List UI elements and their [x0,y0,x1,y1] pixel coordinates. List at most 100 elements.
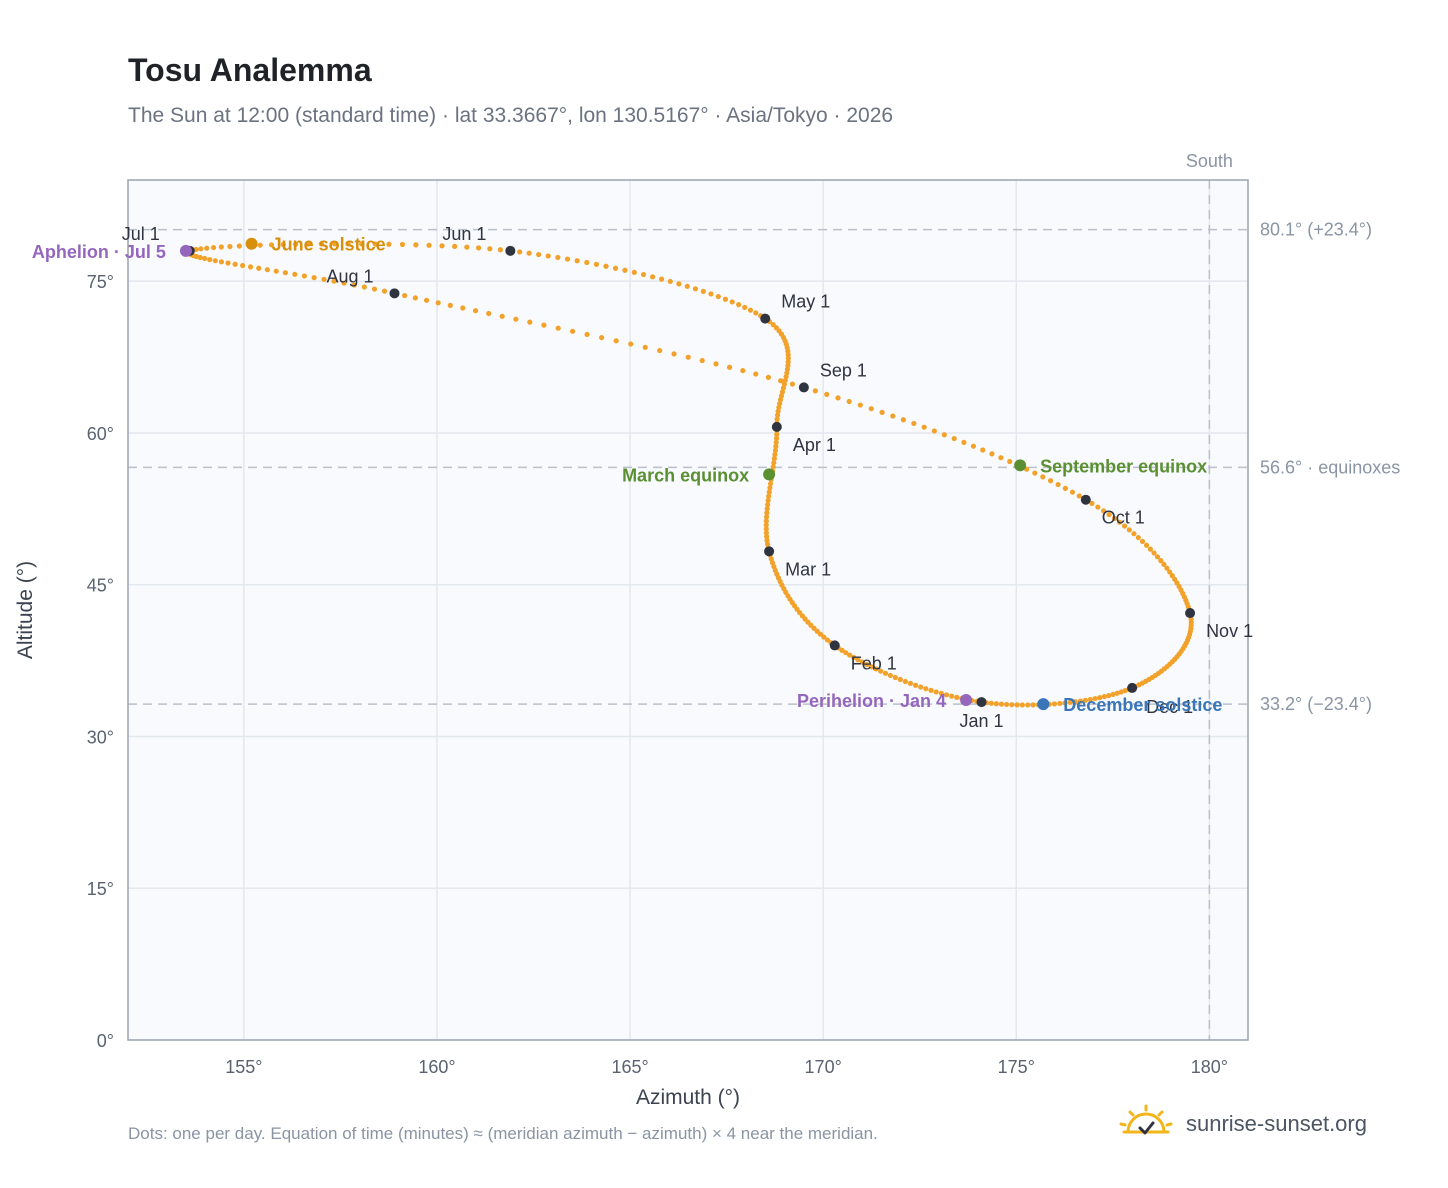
month-marker [829,640,840,651]
daily-dot [541,322,547,328]
event-label: June solstice [272,235,386,255]
daily-dot [684,283,690,289]
daily-dot [951,435,957,442]
daily-dot [361,284,367,290]
daily-dot [1077,698,1083,704]
daily-dot [839,647,845,653]
daily-dot [1087,696,1093,703]
month-marker [389,288,400,299]
daily-dot [402,292,408,299]
daily-dot [622,267,628,273]
daily-dot [386,241,392,247]
daily-dot [1051,701,1058,707]
daily-dot [1072,699,1078,705]
daily-dot [736,302,742,308]
daily-dot [699,357,705,364]
month-label: Feb 1 [851,653,897,673]
brand-name: sunrise-sunset.org [1186,1111,1367,1136]
month-marker [760,313,771,324]
event-label: December solstice [1063,695,1222,715]
daily-dot [941,432,947,438]
daily-dot [843,650,849,656]
daily-dot [210,244,217,251]
daily-dot [212,258,218,264]
daily-dot [435,300,441,306]
daily-dot [1131,531,1137,537]
event-label: Aphelion · Jul 5 [32,242,166,262]
daily-dot [527,319,533,325]
daily-dot [824,391,830,397]
brand-logo[interactable]: sunrise-sunset.org [1118,1102,1367,1146]
daily-dot [257,242,263,248]
month-marker [1127,682,1138,693]
y-axis-label: Altitude (°) [14,561,37,659]
daily-dot [247,264,254,270]
daily-dot [868,664,874,670]
daily-dot [1032,470,1038,476]
daily-dot [873,666,879,672]
daily-dot [918,684,924,690]
daily-dot [789,381,796,387]
daily-dot [273,268,279,274]
daily-dot [1004,701,1010,708]
daily-dot [774,412,781,418]
daily-dot [642,344,648,350]
daily-dot [631,269,637,275]
daily-dot [770,464,776,470]
daily-dot [742,304,748,310]
daily-dot [1158,558,1164,564]
daily-dot [879,409,885,415]
daily-dot [475,245,482,251]
daily-dot [1009,702,1015,708]
daily-dot [218,259,225,265]
plot-area [128,180,1248,1040]
daily-dot [747,307,754,313]
daily-dot [722,296,729,302]
daily-dot [676,281,682,287]
daily-dot [763,522,769,528]
daily-dot [1114,690,1120,696]
daily-dot [372,241,378,247]
daily-dot [882,670,889,676]
daily-dot [923,686,929,692]
daily-dot [763,526,769,532]
daily-dot [305,241,311,247]
daily-dot [961,439,967,445]
month-label: Apr 1 [793,435,836,455]
daily-dot [907,680,914,686]
daily-dot [998,701,1005,707]
daily-dot [713,361,719,367]
daily-dot [412,295,418,301]
daily-dot [943,692,950,698]
daily-dot [197,254,203,261]
daily-dot [671,351,677,357]
daily-dot [301,273,307,279]
month-label: Jan 1 [960,711,1004,731]
daily-dot [564,256,571,262]
month-marker [1185,608,1196,619]
daily-dot [764,537,770,544]
month-label: May 1 [781,292,830,312]
daily-dot [771,460,777,466]
daily-dot [692,286,699,292]
daily-dot [887,672,893,679]
daily-dot [426,242,432,248]
sun-check-icon [1119,1104,1173,1135]
chart-title: Tosu Analemma [128,52,372,88]
daily-dot [771,455,777,462]
daily-dot [766,493,772,499]
daily-dot [989,451,995,457]
daily-dot [472,308,479,314]
daily-dot [708,291,714,297]
daily-dot [773,435,780,441]
daily-dot [204,245,210,251]
daily-dot [517,249,523,255]
daily-dot [256,265,262,271]
daily-dot [640,271,647,278]
daily-dot [1082,697,1088,703]
daily-dot [715,293,721,300]
daily-dot [890,413,896,419]
daily-dot [857,402,863,408]
month-label: Sep 1 [820,360,867,380]
x-tick-label: 160° [418,1057,455,1077]
